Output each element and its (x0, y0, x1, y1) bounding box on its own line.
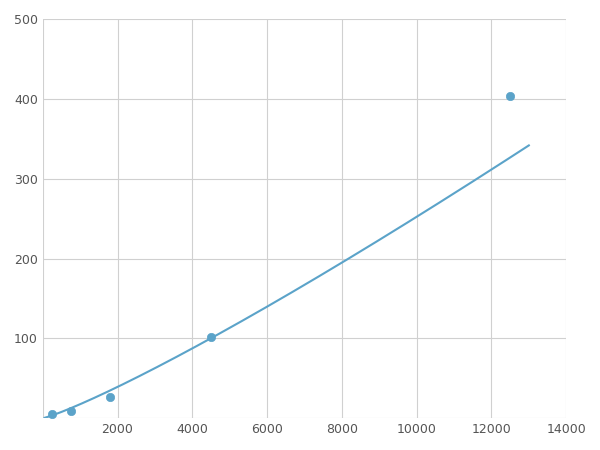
Point (505, 93, 515, 100)
Point (105, 393, 115, 400)
Point (47, 411, 57, 418)
Point (66, 407, 76, 414)
Point (206, 333, 216, 340)
